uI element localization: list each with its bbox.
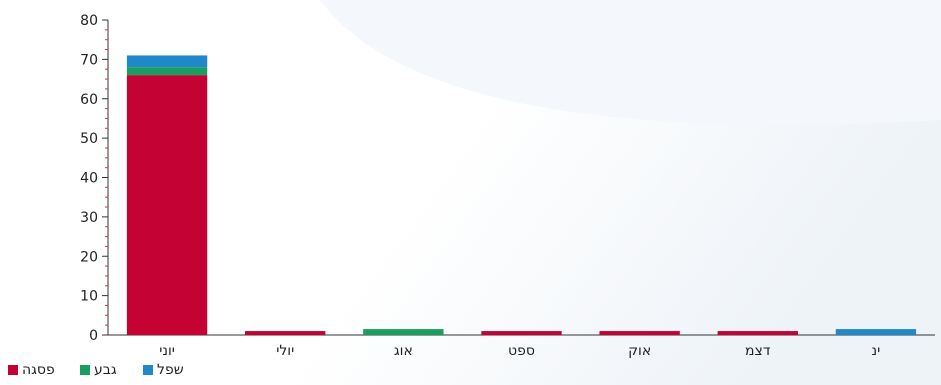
y-tick-label: 20 <box>80 249 98 265</box>
bar-segment <box>245 331 326 335</box>
legend-swatch <box>80 365 90 375</box>
bar-segment <box>835 329 917 335</box>
y-tick-label: 40 <box>80 171 98 187</box>
y-tick-label: 10 <box>80 289 98 305</box>
bar-segment <box>717 331 798 335</box>
x-tick-label: ספט <box>508 343 535 359</box>
bar-segment <box>599 331 680 335</box>
y-tick-label: 30 <box>80 210 98 226</box>
x-tick-label: דצמ <box>745 343 771 359</box>
y-tick-label: 70 <box>80 52 98 68</box>
x-tick-label: יולי <box>276 343 294 359</box>
x-tick-label: יוני <box>159 343 175 359</box>
bar-segment <box>126 75 208 335</box>
x-tick-label: ינ <box>872 343 881 359</box>
bar-segment <box>126 67 208 76</box>
bar-segment <box>481 331 562 335</box>
legend-swatch <box>143 365 153 375</box>
x-tick-label: אוג <box>394 343 413 359</box>
y-tick-label: 80 <box>80 13 98 29</box>
legend-label: גבע <box>94 362 117 378</box>
bar-segment <box>126 55 208 68</box>
bar-segment <box>363 329 444 335</box>
y-tick-label: 0 <box>89 328 98 344</box>
legend-label: שפל <box>157 362 184 378</box>
legend-swatch <box>8 365 18 375</box>
y-tick-label: 60 <box>80 92 98 108</box>
background-swoosh <box>320 0 941 125</box>
x-tick-label: אוק <box>628 343 651 359</box>
y-tick-label: 50 <box>80 131 98 147</box>
legend-label: פסגה <box>22 362 55 378</box>
